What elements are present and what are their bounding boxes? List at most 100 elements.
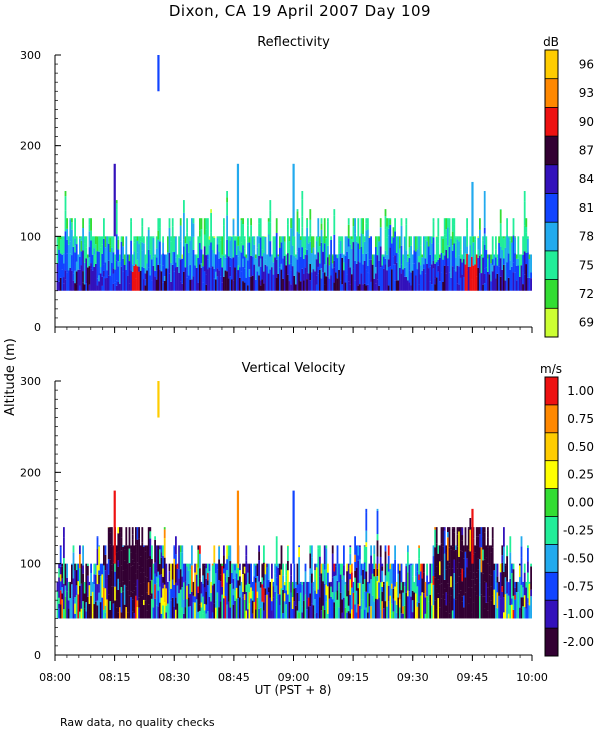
data-cell	[117, 239, 120, 250]
data-cell	[231, 600, 233, 619]
data-cell	[255, 258, 257, 280]
data-cell	[189, 265, 192, 280]
data-cell	[359, 545, 361, 548]
data-cell	[295, 581, 297, 588]
data-cell	[303, 581, 305, 601]
data-cell	[376, 556, 379, 569]
data-cell	[171, 226, 174, 236]
data-cell	[443, 255, 446, 266]
data-cell	[464, 253, 467, 265]
data-cell	[485, 582, 488, 603]
data-cell	[479, 582, 481, 597]
data-cell	[213, 237, 216, 254]
data-cell	[280, 269, 283, 291]
data-cell	[135, 544, 137, 554]
data-cell	[279, 563, 281, 575]
data-cell	[466, 610, 468, 619]
data-cell	[82, 545, 84, 547]
data-cell	[298, 612, 300, 619]
data-cell	[189, 279, 192, 291]
data-cell	[159, 549, 161, 564]
data-cell	[384, 601, 387, 619]
data-cell	[91, 591, 94, 613]
data-cell	[200, 229, 203, 250]
data-cell	[379, 218, 382, 228]
data-cell	[507, 582, 510, 596]
data-cell	[515, 581, 518, 592]
data-cell	[528, 581, 531, 584]
data-cell	[325, 548, 328, 570]
data-cell	[320, 229, 323, 243]
data-cell	[152, 564, 155, 580]
data-cell	[197, 257, 200, 283]
data-cell	[392, 264, 395, 291]
data-cell	[242, 573, 244, 592]
data-cell	[295, 587, 297, 606]
data-cell	[303, 600, 305, 619]
data-cell	[371, 563, 374, 574]
data-cell	[67, 270, 70, 291]
data-cell	[216, 563, 219, 570]
data-cell	[269, 222, 272, 242]
data-cell	[375, 576, 377, 599]
data-cell	[499, 276, 502, 291]
data-cell	[163, 557, 166, 585]
data-cell	[210, 212, 212, 233]
data-cell	[170, 563, 172, 589]
data-cell	[88, 284, 91, 291]
data-cell	[99, 236, 102, 248]
data-cell	[98, 574, 100, 584]
data-cell	[157, 230, 160, 240]
data-cell	[499, 598, 502, 619]
data-cell	[112, 562, 115, 587]
data-cell	[413, 236, 416, 251]
data-cell	[440, 598, 443, 619]
data-cell	[211, 236, 214, 250]
data-cell	[154, 539, 156, 563]
data-cell	[120, 266, 123, 291]
data-cell	[131, 271, 134, 291]
data-cell	[352, 581, 355, 593]
data-cell	[203, 271, 206, 291]
data-cell	[71, 218, 73, 223]
data-cell	[210, 242, 212, 268]
data-cell	[183, 239, 185, 247]
data-cell	[173, 236, 176, 238]
data-cell	[381, 591, 384, 602]
data-cell	[448, 547, 451, 563]
data-cell	[269, 200, 272, 211]
data-cell	[429, 236, 432, 255]
data-cell	[322, 251, 324, 273]
data-cell	[365, 223, 368, 231]
data-cell	[451, 266, 454, 291]
data-cell	[309, 209, 312, 220]
data-cell	[87, 596, 89, 619]
data-cell	[72, 273, 75, 281]
data-cell	[314, 254, 316, 272]
data-cell	[267, 592, 270, 619]
colorbar-label: 0.75	[567, 412, 594, 426]
data-cell	[264, 264, 267, 291]
data-cell	[304, 594, 307, 619]
data-cell	[152, 607, 155, 619]
data-cell	[434, 527, 436, 530]
data-cell	[107, 243, 110, 261]
data-cell	[147, 267, 150, 291]
data-cell	[384, 216, 387, 230]
data-cell	[442, 546, 444, 574]
data-cell	[487, 587, 489, 603]
data-cell	[367, 612, 369, 619]
data-cell	[362, 273, 364, 285]
data-cell	[416, 606, 419, 619]
data-cell	[288, 241, 291, 249]
data-cell	[147, 582, 150, 595]
data-cell	[416, 249, 419, 270]
data-cell	[287, 253, 289, 275]
data-cell	[195, 255, 198, 268]
data-cell	[480, 594, 483, 619]
data-cell	[413, 582, 416, 593]
data-cell	[501, 555, 504, 563]
data-cell	[347, 224, 350, 239]
data-cell	[202, 254, 204, 267]
data-cell	[59, 566, 62, 575]
